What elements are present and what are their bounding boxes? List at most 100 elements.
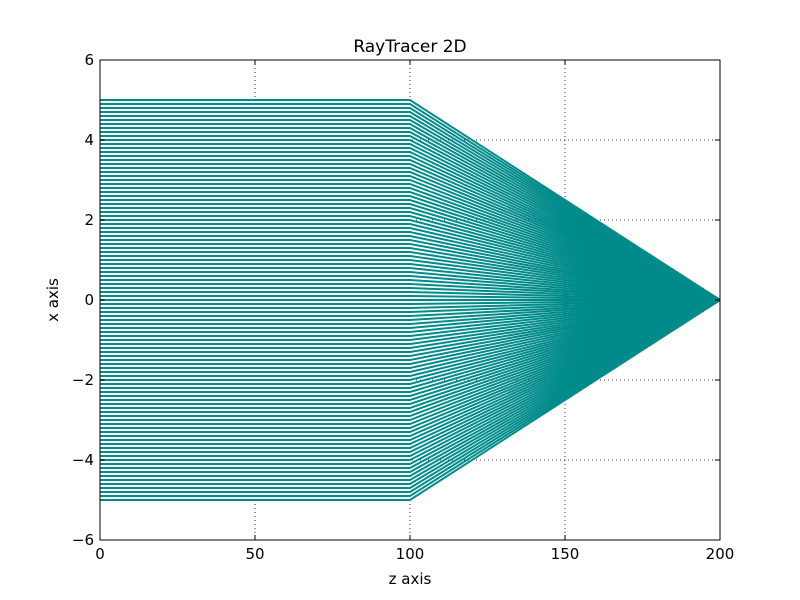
- ray-line: [100, 299, 721, 397]
- ray-line: [100, 299, 721, 485]
- ray-line: [100, 299, 721, 433]
- ray-line: [100, 179, 721, 301]
- ray-line: [100, 299, 721, 365]
- ray-line: [100, 239, 721, 301]
- ray-line: [100, 299, 721, 449]
- x-tick-label: 100: [396, 545, 425, 563]
- ray-line: [100, 187, 721, 301]
- ray-line: [100, 211, 721, 301]
- ray-line: [100, 299, 721, 337]
- y-tick-label: 4: [84, 131, 94, 149]
- y-tick-label: 0: [84, 291, 94, 309]
- ray-line: [100, 175, 721, 301]
- ray-line: [100, 203, 721, 301]
- ray-line: [100, 299, 721, 357]
- ray-line: [100, 299, 721, 441]
- ray-line: [100, 235, 721, 301]
- y-tick-label: 2: [84, 211, 94, 229]
- ray-line: [100, 171, 721, 301]
- ray-line: [100, 299, 721, 497]
- ray-line: [100, 299, 721, 473]
- ray-line: [100, 163, 721, 301]
- ray-line: [100, 183, 721, 301]
- y-tick-label: −4: [72, 451, 94, 469]
- y-tick-label: 6: [84, 51, 94, 69]
- ray-line: [100, 299, 721, 501]
- ray-line: [100, 207, 721, 301]
- ray-line: [100, 131, 721, 301]
- x-axis-label: z axis: [389, 570, 432, 588]
- ray-line: [100, 279, 721, 301]
- ray-line: [100, 299, 721, 405]
- y-tick-label: −2: [72, 371, 94, 389]
- ray-line: [100, 111, 721, 301]
- ray-line: [100, 299, 721, 481]
- ray-line: [100, 299, 721, 469]
- ray-line: [100, 263, 721, 301]
- ray-line: [100, 127, 721, 301]
- ray-line: [100, 299, 721, 325]
- ray-line: [100, 299, 721, 329]
- ray-line: [100, 299, 721, 369]
- ray-line: [100, 299, 721, 381]
- ray-line: [100, 159, 721, 301]
- ray-line: [100, 299, 721, 305]
- x-tick-label: 50: [245, 545, 264, 563]
- ray-line: [100, 215, 721, 301]
- ray-line: [100, 299, 721, 385]
- ray-line: [100, 299, 721, 425]
- ray-line: [100, 219, 721, 301]
- ray-line: [100, 275, 721, 301]
- ray-line: [100, 227, 721, 301]
- x-tick-label: 200: [706, 545, 735, 563]
- ray-line: [100, 267, 721, 301]
- ray-line: [100, 115, 721, 301]
- ray-line: [100, 107, 721, 301]
- ray-line: [100, 299, 721, 421]
- ray-line: [100, 299, 721, 345]
- ray-line: [100, 299, 721, 445]
- ray-line: [100, 147, 721, 301]
- ray-line: [100, 299, 721, 429]
- ray-line: [100, 299, 721, 465]
- ray-line: [100, 299, 721, 341]
- ray-line: [100, 299, 721, 493]
- ray-line: [100, 299, 721, 317]
- ray-line: [100, 243, 721, 301]
- ray-line: [100, 103, 721, 301]
- ray-line: [100, 299, 721, 377]
- ray-line: [100, 283, 721, 301]
- ray-line: [100, 231, 721, 301]
- ray-line: [100, 299, 721, 453]
- x-tick-label: 0: [95, 545, 105, 563]
- ray-line: [100, 255, 721, 301]
- ray-line: [100, 151, 721, 301]
- ray-line: [100, 223, 721, 301]
- ray-line: [100, 299, 721, 413]
- ray-line: [100, 299, 721, 389]
- ray-line: [100, 287, 721, 301]
- ray-line: [100, 299, 721, 353]
- ray-line: [100, 299, 721, 457]
- ray-line: [100, 299, 721, 321]
- ray-line: [100, 123, 721, 301]
- ray-line: [100, 299, 721, 361]
- ray-line: [100, 299, 721, 437]
- chart-title: RayTracer 2D: [353, 37, 466, 57]
- ray-line: [100, 271, 721, 301]
- ray-line: [100, 299, 721, 373]
- ray-line: [100, 119, 721, 301]
- rays: [100, 99, 721, 501]
- ray-line: [100, 199, 721, 301]
- ray-line: [100, 295, 721, 301]
- ray-line: [100, 299, 721, 393]
- ray-line: [100, 99, 721, 301]
- ray-line: [100, 259, 721, 301]
- ticks: 0 50 100 150 200 −6 −4 −2 0 2 4 6: [72, 51, 734, 563]
- ray-line: [100, 299, 721, 409]
- ray-line: [100, 299, 721, 313]
- ray-line: [100, 139, 721, 301]
- ray-line: [100, 299, 721, 401]
- ray-line: [100, 251, 721, 301]
